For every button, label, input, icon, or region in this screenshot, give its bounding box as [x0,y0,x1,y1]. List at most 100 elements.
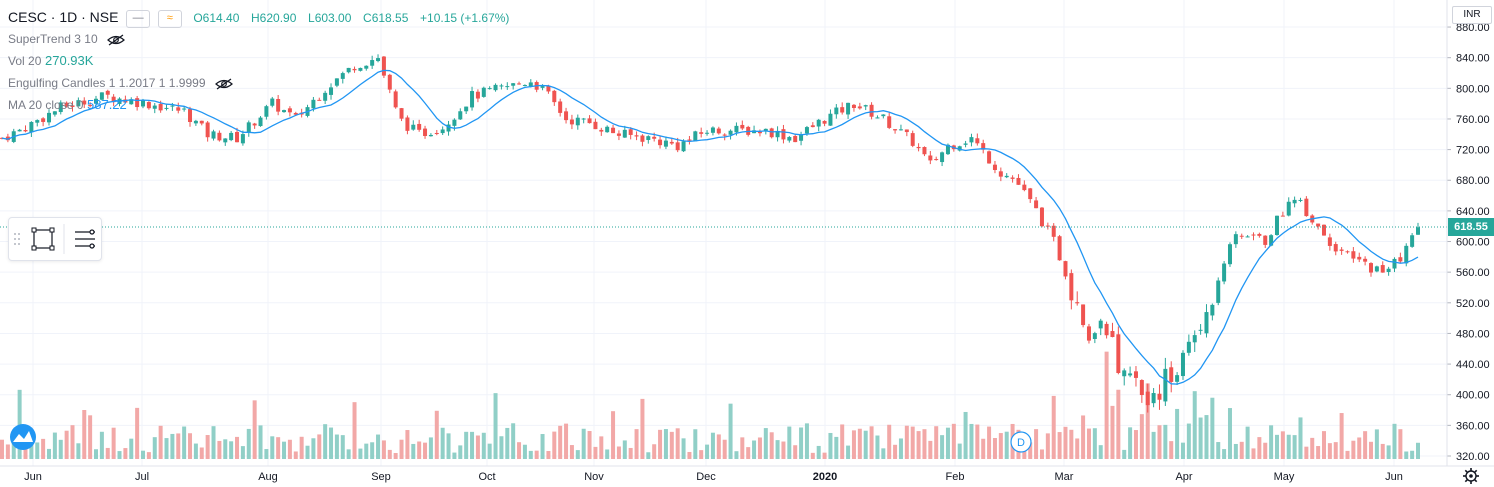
compare-icon[interactable]: ≈ [157,9,182,28]
volume-bar [1210,397,1215,459]
price-axis: 320.00 360.00 400.00 440.00 480.00 520.00 560.… [1447,22,1490,463]
candle-body [663,140,668,147]
indicator-ma[interactable]: MA 20 close 0 587.22 [8,94,509,116]
candle-body [740,124,745,129]
drag-handle-icon[interactable] [14,233,20,245]
volume-bar [569,445,574,459]
candle-body [987,151,992,164]
eye-off-icon[interactable] [107,34,126,46]
indicator-volume[interactable]: Vol 20 270.93K [8,50,509,72]
volume-bar [757,437,762,459]
candle-body [475,91,480,99]
volume-bar [669,431,674,459]
candle-body [1163,368,1168,402]
candle-body [969,137,974,143]
volume-bar [223,439,228,459]
volume-bar [434,410,439,459]
volume-bar [235,436,240,459]
candle-body [1257,233,1262,236]
logo-icon[interactable] [10,424,36,450]
drawing-toolbox[interactable] [8,217,102,261]
volume-bar [1057,432,1062,459]
candle-body [757,131,762,134]
volume-bar [246,428,251,459]
volume-bar [940,435,945,459]
candle-body [734,125,739,133]
candle-body [417,123,422,130]
candle-body [5,136,10,141]
volume-bar [863,430,868,459]
volume-bar [1175,408,1180,459]
volume-bar [1039,449,1044,459]
candle-body [446,124,451,132]
candle-body [1075,302,1080,304]
candle-body [975,138,980,144]
currency-badge[interactable]: INR [1452,6,1492,24]
candle-body [364,65,369,69]
candle-body [64,102,69,107]
candle-body [164,107,169,109]
volume-bar [593,446,598,459]
candle-body [105,90,110,95]
candle-body [1139,380,1144,396]
indicator-label: Vol 20 [8,54,42,68]
volume-bar [734,451,739,459]
settings-gear-icon[interactable] [1463,468,1479,484]
volume-bar [969,423,974,459]
candle-body [922,147,927,155]
candle-body [1380,265,1385,273]
candle-body [1404,245,1409,264]
lines-tool-icon[interactable] [75,229,95,249]
volume-bar [1186,423,1191,459]
volume-bar [1374,429,1379,459]
y-tick-label: 360.00 [1456,420,1490,432]
volume-bar [176,433,181,459]
eye-off-icon[interactable] [215,78,234,90]
volume-bar [893,444,898,459]
volume-bar [1380,443,1385,459]
volume-bar [1351,440,1356,459]
candle-body [223,138,228,143]
candle-body [716,128,721,134]
volume-bar [58,439,63,459]
x-tick-label: Sep [371,471,391,483]
volume-bar [1269,425,1274,459]
indicator-supertrend[interactable]: SuperTrend 3 10 [8,28,509,50]
candle-body [399,108,404,119]
candle-body [587,118,592,124]
candle-body [681,141,686,152]
candle-body [188,109,193,122]
dividend-icon[interactable]: D [1010,431,1032,453]
candle-body [511,83,516,86]
candle-body [593,121,598,130]
volume-bar [605,449,610,459]
volume-bar [1122,449,1127,459]
candle-body [981,143,986,150]
volume-bar [229,441,234,459]
collapse-icon[interactable]: — [126,9,151,28]
volume-bar [358,448,363,459]
volume-bar [1316,446,1321,459]
indicator-engulfing[interactable]: Engulfing Candles 1 1.2017 1 1.9999 [8,72,509,94]
volume-bar [1251,448,1256,459]
volume-bar [1045,433,1050,459]
candle-body [17,129,22,132]
candle-body [1169,367,1174,382]
volume-bar [1004,431,1009,459]
volume-bar [951,423,956,459]
candle-body [634,135,639,137]
volume-bar [740,437,745,459]
volume-bar [282,441,287,459]
volume-bar [746,447,751,459]
volume-bar [1116,389,1121,459]
rectangle-tool-icon[interactable] [31,227,55,251]
candle-body [334,78,339,86]
candle-body [1192,335,1197,343]
x-tick-label: Nov [584,471,604,483]
candle-body [1010,177,1015,179]
candle-body [282,110,287,113]
candle-body [916,146,921,149]
candle-body [898,129,903,131]
symbol-title[interactable]: CESC · 1D · NSE [8,9,119,25]
